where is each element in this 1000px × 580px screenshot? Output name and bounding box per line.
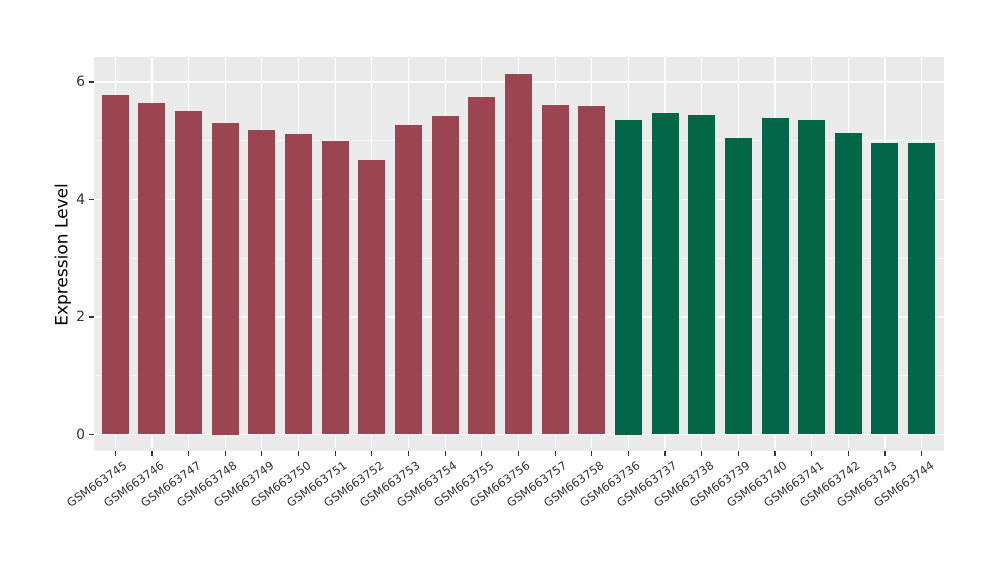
x-tick-mark	[151, 451, 153, 456]
x-tick-mark	[701, 451, 703, 456]
bar-GSM663742	[834, 132, 862, 435]
x-tick-mark	[737, 451, 739, 456]
x-tick-mark	[847, 451, 849, 456]
bar-GSM663741	[798, 119, 826, 435]
y-tick-label: 4	[76, 191, 85, 208]
bar-GSM663737	[651, 113, 679, 435]
x-tick-mark	[407, 451, 410, 456]
bar-GSM663751	[321, 141, 349, 435]
bar-GSM663736	[614, 120, 642, 435]
x-tick-mark	[371, 451, 373, 456]
bar-GSM663738	[688, 115, 716, 435]
x-tick-mark	[517, 451, 520, 456]
bar-GSM663752	[358, 160, 386, 435]
bar-GSM663746	[138, 103, 166, 435]
x-tick-mark	[811, 451, 813, 456]
y-tick-label: 6	[76, 74, 85, 90]
bar-GSM663745	[101, 94, 129, 435]
y-tick-mark	[89, 198, 94, 201]
bar-GSM663744	[908, 142, 936, 435]
x-tick-mark	[224, 451, 226, 456]
y-tick-mark	[89, 316, 94, 318]
x-tick-mark	[884, 451, 886, 456]
x-tick-mark	[921, 451, 923, 456]
x-tick-mark	[627, 451, 629, 456]
bar-GSM663758	[578, 106, 606, 435]
bar-GSM663754	[431, 116, 459, 435]
y-tick-mark	[89, 433, 94, 436]
bar-GSM663756	[504, 74, 532, 435]
bar-GSM663740	[761, 118, 789, 435]
x-tick-mark	[774, 451, 776, 456]
x-tick-mark	[297, 451, 300, 456]
x-tick-mark	[554, 451, 556, 456]
x-tick-mark	[664, 451, 666, 456]
x-tick-mark	[188, 451, 190, 456]
y-axis-title: Expression Level	[52, 183, 73, 326]
bar-GSM663753	[395, 124, 422, 435]
x-tick-mark	[261, 451, 263, 456]
x-tick-mark	[481, 451, 483, 456]
y-tick-mark	[89, 81, 94, 83]
bar-GSM663755	[468, 97, 496, 435]
plot-panel	[93, 56, 944, 451]
bar-GSM663743	[871, 142, 899, 435]
bar-GSM663749	[248, 129, 276, 435]
bar-GSM663748	[211, 123, 239, 435]
bar-GSM663739	[724, 138, 752, 435]
x-tick-mark	[591, 451, 593, 456]
x-tick-mark	[444, 451, 446, 456]
y-tick-label: 2	[76, 309, 85, 325]
bar-GSM663757	[541, 104, 569, 435]
x-tick-mark	[334, 451, 336, 456]
x-tick-mark	[114, 451, 116, 456]
bar-GSM663750	[285, 133, 313, 435]
y-tick-label: 0	[76, 426, 85, 443]
bar-GSM663747	[175, 110, 203, 435]
